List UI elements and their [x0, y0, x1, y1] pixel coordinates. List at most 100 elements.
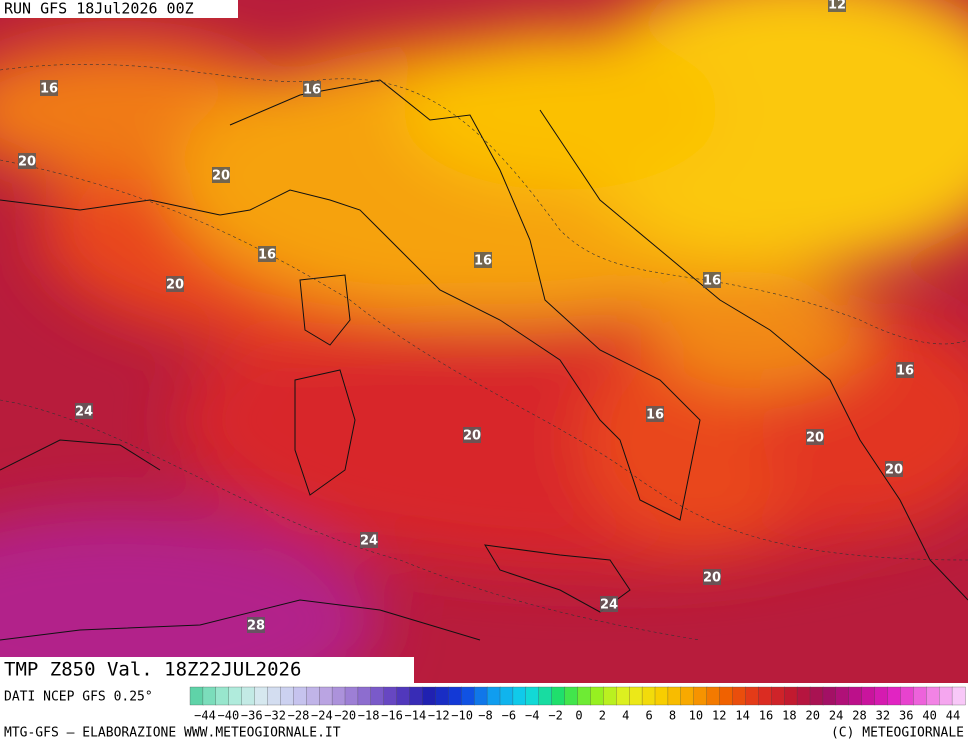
- credit-right: (C) METEOGIORNALE: [831, 726, 964, 741]
- colorbar-cell: [758, 686, 772, 706]
- colorbar-cell: [951, 686, 966, 706]
- contour-label: 20: [18, 155, 36, 170]
- run-label: RUN GFS 18Jul2026 00Z: [4, 0, 194, 18]
- colorbar-cell: [590, 686, 604, 706]
- colorbar-cell: [680, 686, 695, 706]
- contour-label-box: [885, 461, 903, 477]
- contour-label-box: [18, 153, 36, 169]
- contour-label-box: [703, 569, 721, 585]
- contour-label: 16: [474, 254, 492, 269]
- contour-label: 16: [40, 82, 58, 97]
- colorbar-cell: [641, 686, 656, 706]
- contour-label-box: [303, 81, 321, 97]
- colorbar-label: 4: [622, 709, 629, 723]
- colorbar-cell: [848, 686, 863, 706]
- colorbar-cell: [654, 686, 669, 706]
- colorbar-cell: [512, 686, 527, 706]
- colorbar-cell: [344, 686, 359, 706]
- colorbar-label: −4: [525, 709, 539, 723]
- colorbar-cell: [616, 686, 630, 706]
- contour-labels: 12 16 16 20 20 16 20 16 16 16 24 20 16 20 20 24 20 24 28: [18, 0, 914, 634]
- colorbar-cell: [189, 686, 204, 706]
- colorbar-label: 20: [806, 709, 820, 723]
- colorbar-cell: [383, 686, 398, 706]
- colorbar-cell: [939, 686, 953, 706]
- contour-label: 28: [247, 619, 265, 634]
- contour-label: 16: [258, 248, 276, 263]
- contour-label: 16: [896, 364, 914, 379]
- colorbar-cell: [228, 686, 243, 706]
- contour-label-box: [258, 246, 276, 262]
- contour-label: 24: [360, 534, 378, 549]
- contour-label-box: [75, 403, 93, 419]
- source-label: DATI NCEP GFS 0.25°: [4, 690, 153, 705]
- colorbar-label: −32: [264, 709, 286, 723]
- colorbar-cell: [267, 686, 282, 706]
- colorbar-cell: [525, 686, 540, 706]
- contour-label-box: [212, 167, 230, 183]
- contour-label-box: [40, 80, 58, 96]
- colorbar-label: −18: [358, 709, 380, 723]
- colorbar-cell: [861, 686, 876, 706]
- contour-label-box: [166, 276, 184, 292]
- colorbar-label: 8: [669, 709, 676, 723]
- contour-label-box: [463, 427, 481, 443]
- coastlines: [0, 79, 968, 641]
- colorbar-cell: [486, 686, 501, 706]
- colorbar-label: 28: [852, 709, 866, 723]
- contour-label-box: [600, 596, 618, 612]
- colorbar-cell: [202, 686, 217, 706]
- colorbar-label: 40: [922, 709, 936, 723]
- colorbar-cell: [422, 686, 437, 706]
- contour-label: 20: [463, 429, 481, 444]
- colorbar-cell: [538, 686, 553, 706]
- colorbar-label: −6: [502, 709, 516, 723]
- contour-label: 20: [212, 169, 230, 184]
- colorbar-cell: [771, 686, 785, 706]
- colorbar-cell: [706, 686, 721, 706]
- colorbar-cell: [461, 686, 475, 706]
- contour-label-box: [703, 272, 721, 288]
- contour-label: 24: [75, 405, 93, 420]
- contour-label-box: [474, 252, 492, 268]
- colorbar-label: 44: [946, 709, 960, 723]
- colorbar-cell: [435, 686, 449, 706]
- colorbar-cell: [331, 686, 346, 706]
- colorbar-cell: [280, 686, 294, 706]
- colorbar-cell: [603, 686, 617, 706]
- contour-label-box: [896, 362, 914, 378]
- colorbar-label: −24: [311, 709, 333, 723]
- contour-label: 20: [806, 431, 824, 446]
- colorbar-label: 6: [646, 709, 653, 723]
- colorbar-cell: [357, 686, 372, 706]
- contour-label-box: [828, 0, 846, 12]
- colorbar-cell: [822, 686, 837, 706]
- colorbar-label: −2: [548, 709, 562, 723]
- colorbar-label: 18: [782, 709, 796, 723]
- credit-left: MTG-GFS — ELABORAZIONE WWW.METEOGIORNALE…: [4, 726, 341, 741]
- colorbar-cell: [293, 686, 307, 706]
- colorbar-cell: [306, 686, 320, 706]
- colorbar-label: 36: [899, 709, 913, 723]
- colorbar-label: −8: [478, 709, 492, 723]
- colorbar-label: −14: [405, 709, 427, 723]
- run-box: [0, 0, 238, 18]
- colorbar-label: −40: [218, 709, 240, 723]
- colorbar-cell: [370, 686, 385, 706]
- colorbar-label: −20: [334, 709, 356, 723]
- contours: [0, 64, 968, 641]
- temperature-field: [0, 0, 968, 683]
- contour-label: 16: [703, 274, 721, 289]
- title-box: [0, 657, 414, 683]
- colorbar-label: 12: [712, 709, 726, 723]
- colorbar-label: 0: [575, 709, 582, 723]
- colorbar-cell: [474, 686, 488, 706]
- colorbar-label: −28: [288, 709, 310, 723]
- colorbar-cell: [667, 686, 682, 706]
- colorbar-cell: [913, 686, 927, 706]
- colorbar-label: 32: [876, 709, 890, 723]
- colorbar-cell: [254, 686, 269, 706]
- colorbar-cell: [564, 686, 579, 706]
- contour-label-box: [247, 617, 265, 633]
